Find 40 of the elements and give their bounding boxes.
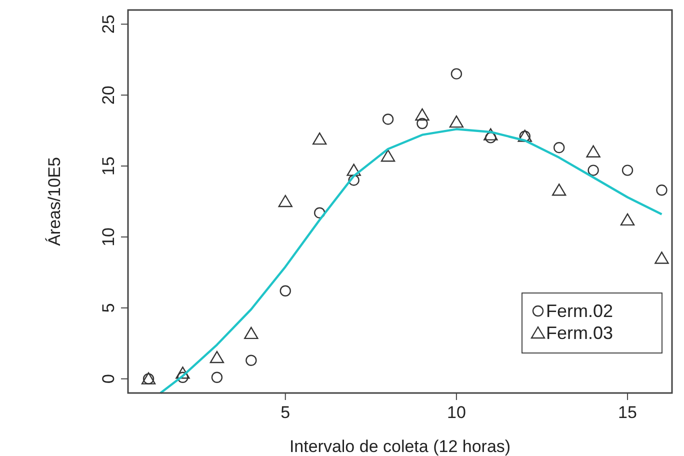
point: [622, 164, 634, 176]
point: [552, 184, 566, 196]
point: [415, 108, 430, 121]
point: [416, 118, 428, 130]
point: [553, 142, 565, 154]
point: [211, 372, 223, 383]
point: [484, 128, 498, 140]
x-tick-label: 10: [446, 403, 466, 422]
point: [278, 194, 292, 208]
x-tick-label: 5: [280, 403, 290, 422]
legend-label: Ferm.03: [546, 323, 614, 343]
y-tick-label: 10: [99, 228, 118, 246]
point: [346, 164, 361, 176]
point: [382, 114, 394, 125]
y-tick-label: 15: [99, 156, 118, 176]
legend-label: Ferm.02: [546, 301, 614, 321]
point: [449, 115, 464, 128]
x-axis-title: Intervalo de coleta (12 horas): [289, 437, 511, 456]
y-tick-label: 20: [99, 86, 118, 105]
point: [348, 174, 360, 186]
point: [210, 350, 224, 364]
point: [246, 354, 257, 366]
y-tick-label: 5: [99, 303, 118, 313]
point: [620, 213, 635, 226]
y-axis-title: Áreas/10E5: [45, 157, 64, 246]
point: [314, 207, 326, 218]
point: [656, 184, 668, 196]
y-tick-label: 0: [99, 374, 118, 384]
point: [244, 326, 258, 340]
point: [588, 164, 599, 176]
point: [176, 366, 190, 379]
y-tick-label: 25: [99, 14, 118, 34]
x-tick-label: 15: [618, 403, 637, 422]
point: [586, 145, 600, 158]
point: [380, 150, 396, 162]
point: [450, 68, 462, 80]
point: [654, 252, 669, 264]
point: [280, 285, 291, 296]
point: [312, 132, 327, 145]
line-series: [159, 128, 663, 394]
